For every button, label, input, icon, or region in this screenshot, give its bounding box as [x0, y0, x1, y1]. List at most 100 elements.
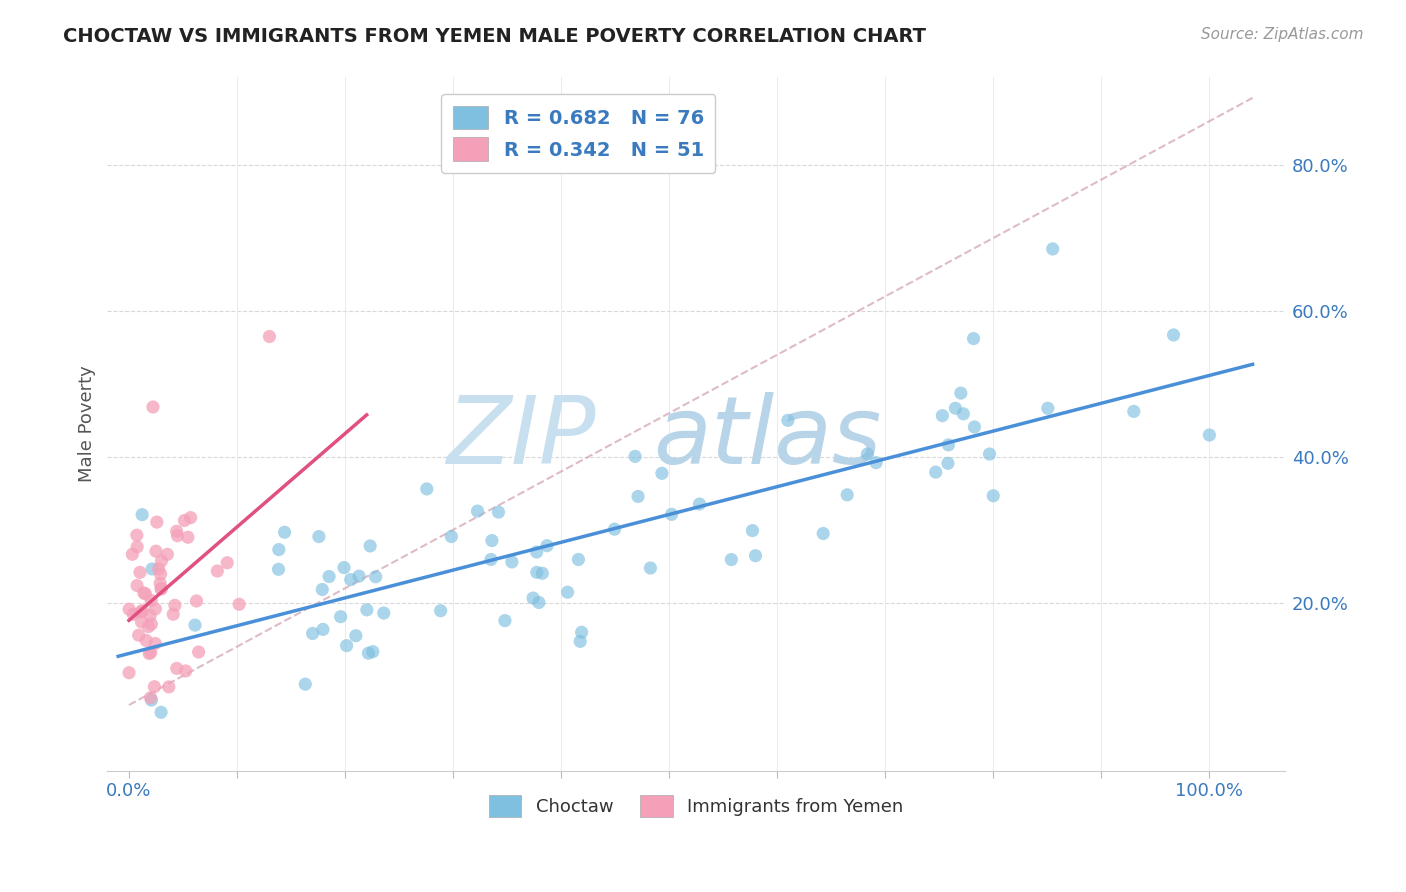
- Text: Source: ZipAtlas.com: Source: ZipAtlas.com: [1201, 27, 1364, 42]
- Y-axis label: Male Poverty: Male Poverty: [79, 366, 96, 483]
- Point: [142, 400, 165, 414]
- Point: [150, 706, 173, 720]
- Point: [301, 626, 323, 640]
- Point: [347, 569, 370, 583]
- Point: [173, 514, 195, 528]
- Point: [479, 552, 502, 566]
- Point: [166, 529, 188, 543]
- Point: [166, 524, 188, 539]
- Legend: Choctaw, Immigrants from Yemen: Choctaw, Immigrants from Yemen: [481, 788, 911, 824]
- Point: [174, 664, 197, 678]
- Point: [571, 625, 593, 640]
- Point: [931, 409, 953, 423]
- Point: [467, 504, 489, 518]
- Point: [143, 636, 166, 650]
- Point: [741, 524, 763, 538]
- Point: [131, 604, 153, 618]
- Point: [865, 456, 887, 470]
- Point: [938, 438, 960, 452]
- Point: [936, 456, 959, 470]
- Point: [125, 578, 148, 592]
- Point: [141, 617, 163, 632]
- Point: [132, 586, 155, 600]
- Point: [141, 562, 163, 576]
- Point: [429, 604, 451, 618]
- Point: [177, 530, 200, 544]
- Point: [207, 564, 229, 578]
- Point: [259, 329, 281, 343]
- Point: [501, 555, 523, 569]
- Point: [146, 515, 169, 529]
- Point: [294, 677, 316, 691]
- Point: [129, 605, 152, 619]
- Point: [526, 566, 548, 580]
- Point: [557, 585, 579, 599]
- Point: [531, 566, 554, 581]
- Point: [811, 526, 834, 541]
- Point: [651, 467, 673, 481]
- Point: [217, 556, 239, 570]
- Point: [184, 618, 207, 632]
- Point: [141, 593, 163, 607]
- Point: [981, 489, 1004, 503]
- Point: [336, 639, 359, 653]
- Point: [162, 607, 184, 622]
- Point: [127, 540, 149, 554]
- Point: [180, 510, 202, 524]
- Point: [149, 576, 172, 591]
- Point: [952, 407, 974, 421]
- Point: [139, 690, 162, 705]
- Point: [627, 490, 650, 504]
- Point: [416, 482, 439, 496]
- Point: [640, 561, 662, 575]
- Point: [134, 587, 156, 601]
- Point: [267, 542, 290, 557]
- Point: [267, 562, 290, 576]
- Point: [344, 629, 367, 643]
- Point: [837, 488, 859, 502]
- Point: [776, 413, 799, 427]
- Point: [329, 609, 352, 624]
- Point: [945, 401, 967, 416]
- Point: [1122, 404, 1144, 418]
- Point: [138, 619, 160, 633]
- Point: [526, 545, 548, 559]
- Point: [122, 607, 145, 622]
- Point: [856, 447, 879, 461]
- Point: [949, 386, 972, 401]
- Point: [139, 608, 162, 623]
- Point: [150, 554, 173, 568]
- Point: [527, 595, 550, 609]
- Point: [689, 497, 711, 511]
- Point: [1163, 327, 1185, 342]
- Point: [163, 599, 186, 613]
- Text: ZIP: ZIP: [447, 392, 596, 483]
- Point: [187, 645, 209, 659]
- Point: [166, 661, 188, 675]
- Point: [361, 645, 384, 659]
- Point: [129, 566, 152, 580]
- Point: [139, 645, 162, 659]
- Point: [118, 665, 141, 680]
- Point: [488, 505, 510, 519]
- Point: [440, 530, 463, 544]
- Point: [135, 633, 157, 648]
- Point: [720, 552, 742, 566]
- Point: [624, 450, 647, 464]
- Point: [356, 603, 378, 617]
- Point: [312, 623, 335, 637]
- Point: [186, 594, 208, 608]
- Point: [1036, 401, 1059, 416]
- Point: [148, 562, 170, 576]
- Point: [150, 582, 173, 596]
- Point: [131, 615, 153, 629]
- Text: atlas: atlas: [652, 392, 882, 483]
- Point: [569, 634, 592, 648]
- Point: [603, 522, 626, 536]
- Point: [145, 544, 167, 558]
- Point: [308, 530, 330, 544]
- Point: [143, 680, 166, 694]
- Point: [273, 525, 295, 540]
- Point: [118, 602, 141, 616]
- Point: [228, 597, 250, 611]
